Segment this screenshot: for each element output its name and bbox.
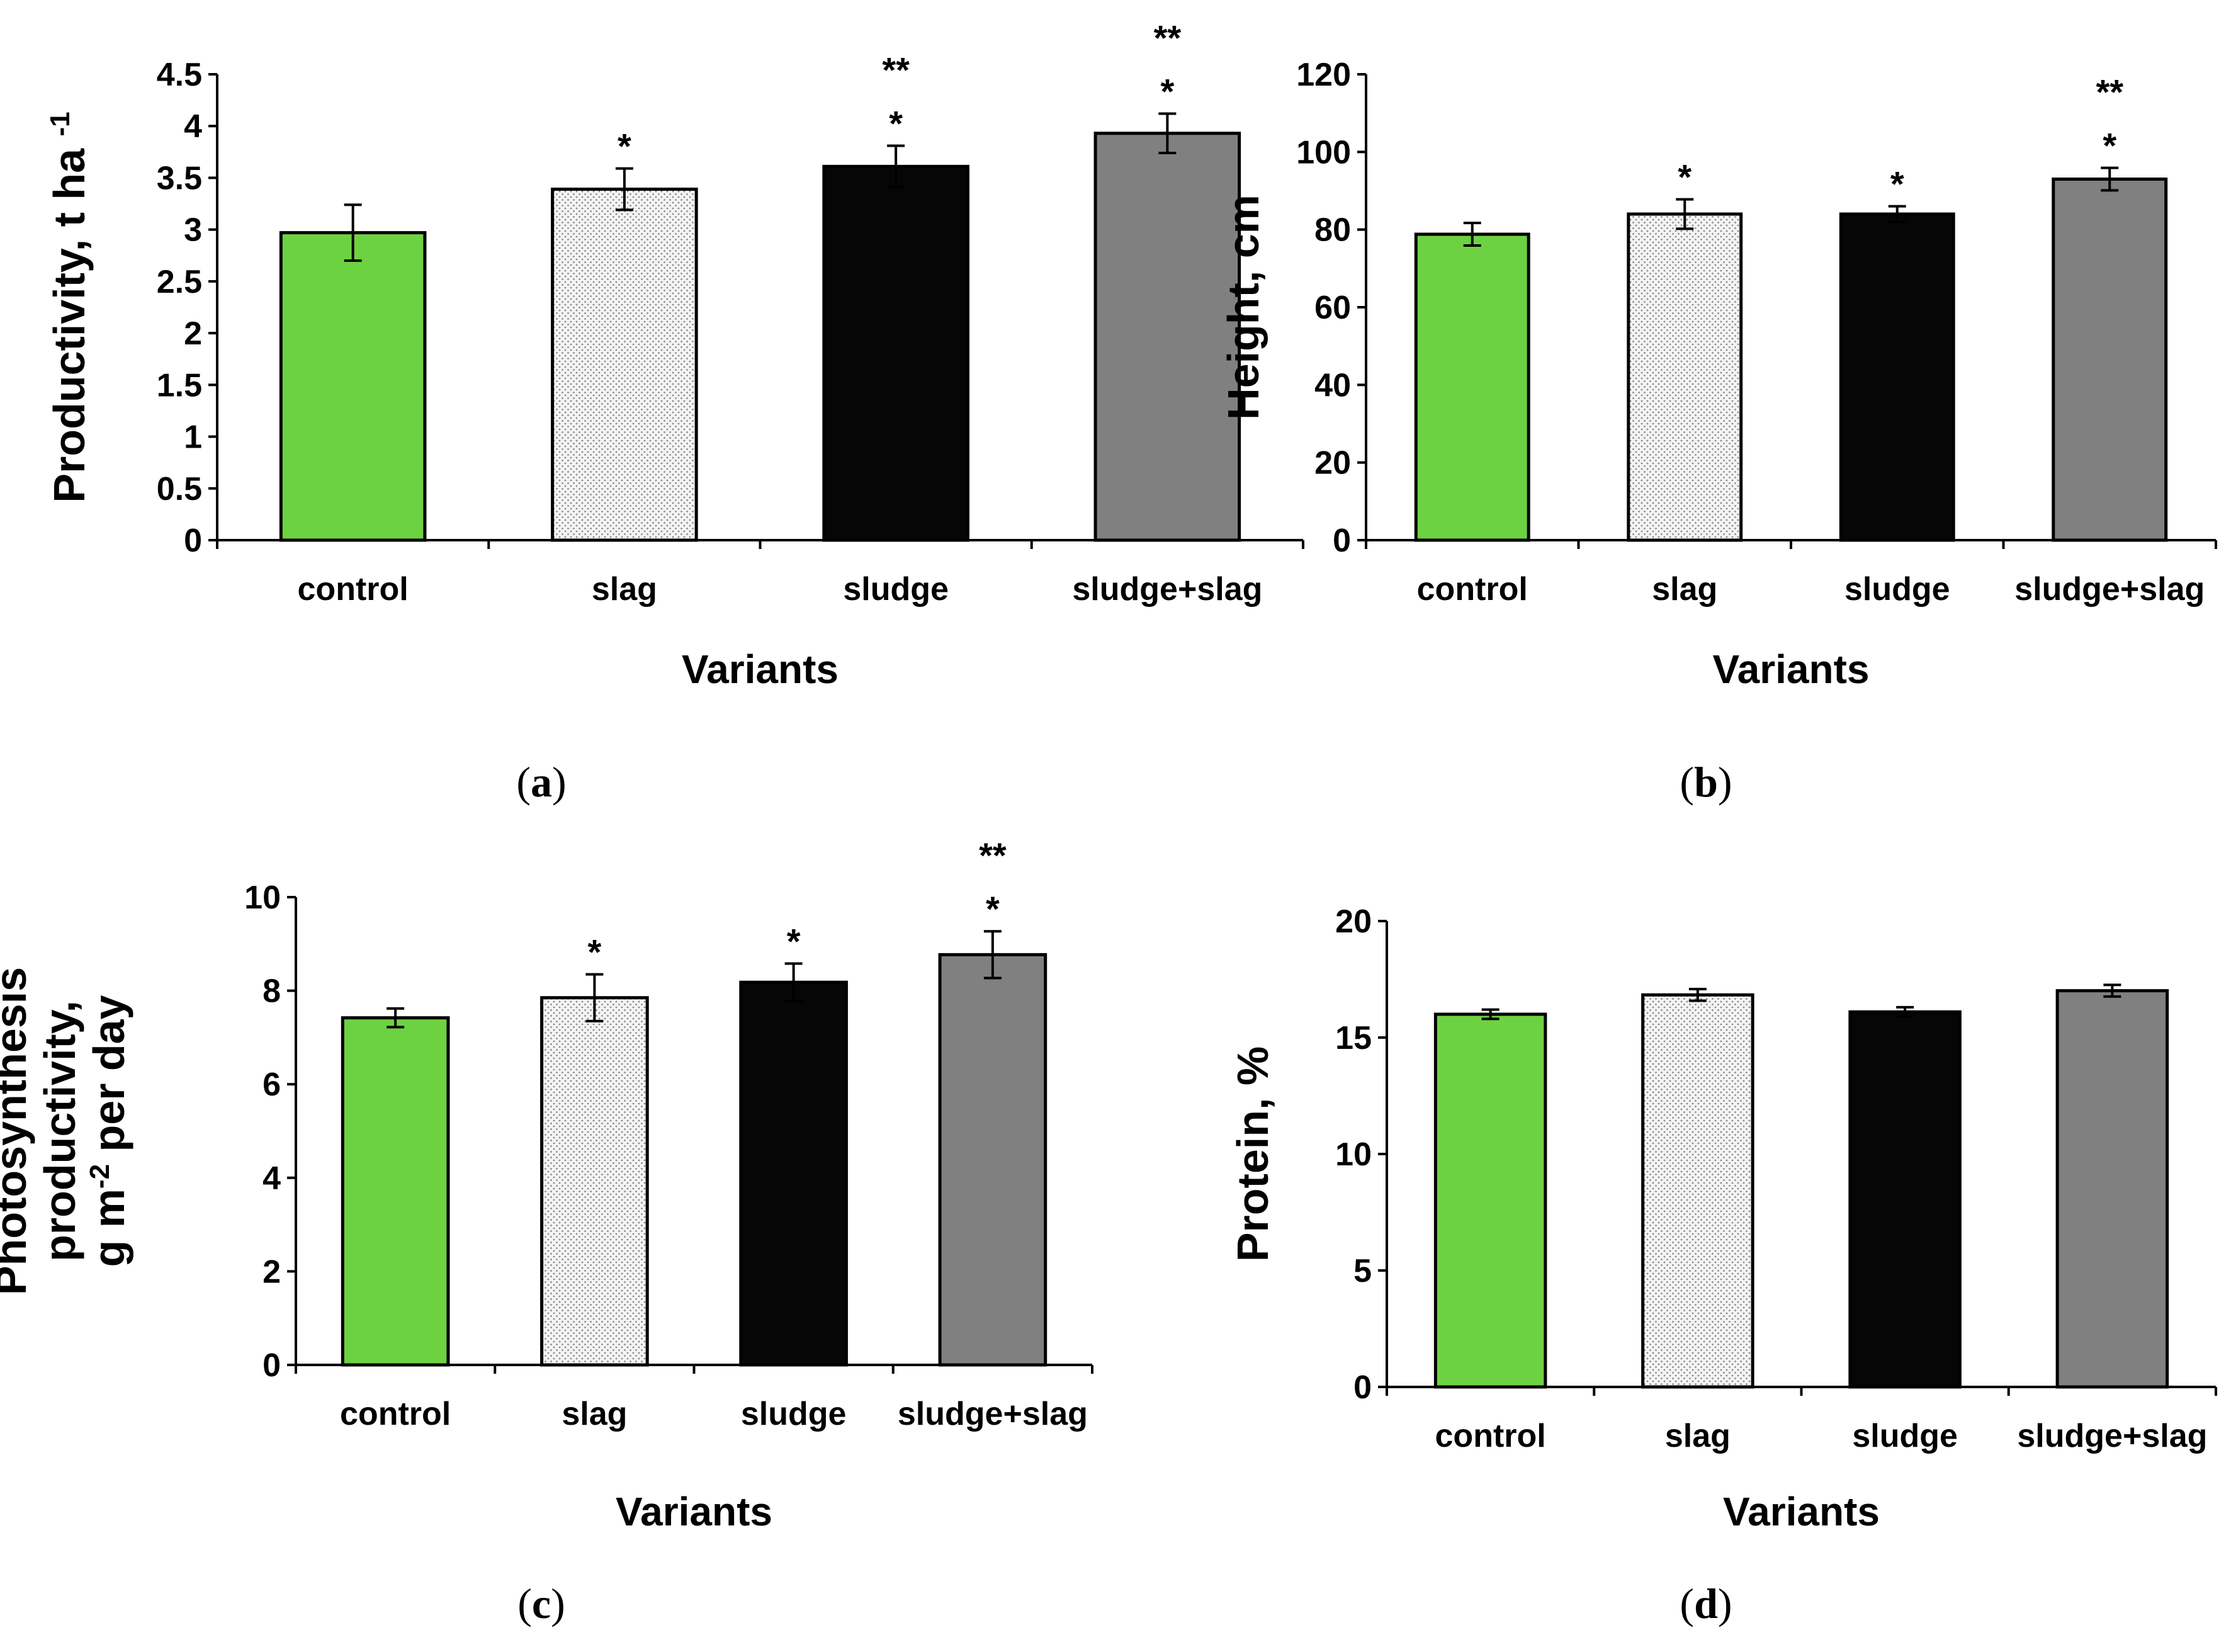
significance-mark: ** bbox=[979, 835, 1007, 875]
y-tick-label: 0 bbox=[1333, 523, 1351, 559]
y-tick-label: 40 bbox=[1314, 367, 1351, 404]
chart-panel-d: 0 5 10 15 20 control slag sludge sludge+slag Vari… bbox=[1228, 903, 2217, 1627]
x-category-label: sludge+slag bbox=[898, 1396, 1088, 1432]
x-category-label: sludge+slag bbox=[2017, 1418, 2207, 1454]
y-tick-label: 0 bbox=[263, 1347, 281, 1384]
panel-label: (b) bbox=[1680, 758, 1732, 806]
y-tick-label: 8 bbox=[263, 973, 281, 1010]
y-tick-label: 2.5 bbox=[157, 264, 202, 300]
x-axis-title: Variants bbox=[616, 1489, 772, 1534]
bar-sludge bbox=[739, 980, 848, 1367]
y-tick-label: 0 bbox=[1353, 1369, 1372, 1406]
bar-control bbox=[279, 231, 427, 542]
y-tick-label: 0.5 bbox=[157, 471, 202, 507]
bar-sludge-plus-slag bbox=[938, 953, 1048, 1367]
y-tick-label: 20 bbox=[1314, 445, 1351, 482]
chart-panel-a: 00.511.522.533.544.5control*slag***sludg… bbox=[45, 18, 1304, 806]
chart-panel-c: 0246810control*slag*sludge***sludge+slag… bbox=[0, 835, 1093, 1627]
bar-slag bbox=[1641, 993, 1754, 1389]
x-category-label: slag bbox=[562, 1396, 627, 1432]
y-tick-label: 4 bbox=[263, 1160, 281, 1197]
chart-panel-b: 020406080100120control*slag*sludge***slu… bbox=[1219, 57, 2217, 806]
significance-mark: * bbox=[1890, 164, 1904, 204]
x-category-label: sludge+slag bbox=[2014, 571, 2205, 608]
y-tick-label: 100 bbox=[1296, 134, 1351, 171]
significance-mark: * bbox=[889, 103, 903, 143]
y-axis-title: Photosynthesisproductivity,g m-2 per day bbox=[0, 967, 133, 1295]
x-category-label: slag bbox=[592, 571, 657, 608]
panel-label: (a) bbox=[516, 758, 566, 806]
y-tick-label: 15 bbox=[1335, 1020, 1372, 1056]
x-category-label: sludge+slag bbox=[1072, 571, 1262, 608]
bar-sludge bbox=[822, 164, 969, 542]
significance-mark: * bbox=[787, 922, 801, 961]
significance-mark: * bbox=[2103, 126, 2116, 166]
y-tick-label: 2 bbox=[184, 315, 202, 352]
x-category-label: sludge bbox=[843, 571, 949, 608]
x-category-label: sludge bbox=[1852, 1418, 1958, 1454]
y-tick-label: 60 bbox=[1314, 290, 1351, 326]
bar-sludge-plus-slag bbox=[1093, 132, 1241, 542]
bar-control bbox=[1414, 232, 1530, 542]
bar-sludge-plus-slag bbox=[2052, 178, 2168, 542]
x-category-label: sludge bbox=[1844, 571, 1950, 608]
y-tick-label: 10 bbox=[1335, 1136, 1372, 1173]
y-tick-label: 3 bbox=[184, 212, 202, 249]
y-tick-label: 1.5 bbox=[157, 367, 202, 404]
y-tick-label: 6 bbox=[263, 1066, 281, 1103]
y-tick-label: 4.5 bbox=[157, 57, 202, 93]
bar-sludge bbox=[1848, 1010, 1962, 1389]
x-category-label: control bbox=[298, 571, 409, 608]
significance-mark: ** bbox=[882, 50, 910, 89]
panel-label: (d) bbox=[1680, 1580, 1732, 1627]
y-axis-title: Height, cm bbox=[1219, 195, 1268, 420]
x-axis-title: Variants bbox=[1712, 647, 1869, 692]
y-tick-label: 5 bbox=[1353, 1253, 1372, 1289]
bar-slag bbox=[540, 996, 649, 1367]
x-category-label: control bbox=[1435, 1418, 1546, 1454]
significance-mark: * bbox=[1678, 157, 1692, 197]
panel-label: (c) bbox=[517, 1580, 565, 1627]
x-category-label: slag bbox=[1652, 571, 1717, 608]
x-category-label: sludge bbox=[741, 1396, 847, 1432]
bar-sludge bbox=[1839, 212, 1955, 542]
y-tick-label: 4 bbox=[184, 108, 202, 145]
significance-mark: * bbox=[618, 127, 631, 166]
bar-sludge-plus-slag bbox=[2055, 989, 2169, 1389]
y-tick-label: 10 bbox=[244, 880, 281, 916]
y-tick-label: 3.5 bbox=[157, 160, 202, 196]
y-tick-label: 2 bbox=[263, 1253, 281, 1290]
bar-slag bbox=[551, 188, 698, 542]
y-axis-title: Productivity, t ha -1 bbox=[45, 111, 94, 502]
y-tick-label: 0 bbox=[184, 523, 202, 559]
bar-control bbox=[341, 1016, 450, 1367]
significance-mark: ** bbox=[1154, 18, 1182, 57]
y-tick-label: 80 bbox=[1314, 212, 1351, 249]
y-tick-label: 1 bbox=[184, 419, 202, 456]
x-category-label: control bbox=[340, 1396, 451, 1432]
x-category-label: slag bbox=[1665, 1418, 1731, 1454]
y-tick-label: 120 bbox=[1296, 57, 1351, 93]
bar-control bbox=[1433, 1012, 1547, 1389]
significance-mark: ** bbox=[2096, 72, 2123, 112]
significance-mark: * bbox=[1160, 71, 1174, 111]
y-tick-label: 20 bbox=[1335, 903, 1372, 940]
y-axis-title: Protein, % bbox=[1228, 1046, 1277, 1262]
significance-mark: * bbox=[587, 932, 601, 972]
significance-mark: * bbox=[986, 889, 1000, 929]
bar-slag bbox=[1627, 212, 1743, 542]
x-category-label: control bbox=[1417, 571, 1528, 608]
x-axis-title: Variants bbox=[682, 647, 839, 692]
x-axis-title: Variants bbox=[1723, 1489, 1880, 1534]
